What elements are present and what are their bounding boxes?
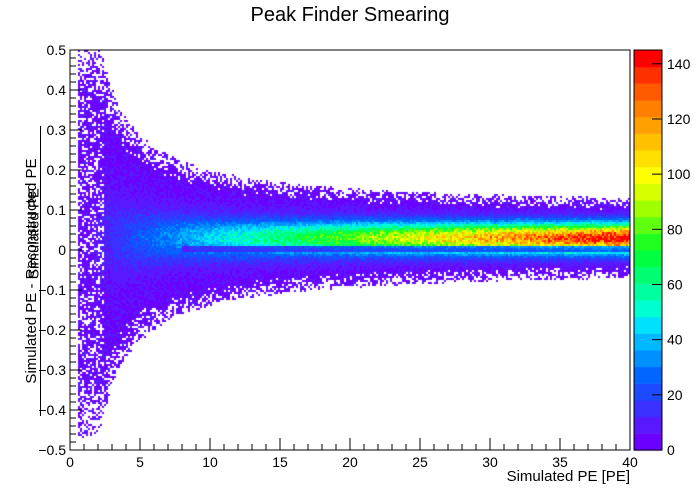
x-tick-label: 5 bbox=[136, 454, 144, 470]
color-bar-frame bbox=[633, 49, 663, 451]
y-tick-label: 0.5 bbox=[47, 42, 67, 58]
y-tick-label: −0.1 bbox=[38, 282, 66, 298]
colorbar-tick-label: 0 bbox=[667, 442, 675, 458]
y-tick-label: 0.1 bbox=[47, 202, 67, 218]
colorbar-tick-label: 60 bbox=[667, 276, 683, 292]
x-tick-label: 30 bbox=[482, 454, 498, 470]
y-tick-label: 0.2 bbox=[47, 162, 67, 178]
y-tick-label: −0.4 bbox=[38, 402, 66, 418]
plot-frame bbox=[69, 49, 631, 451]
y-tick-label: −0.3 bbox=[38, 362, 66, 378]
x-tick-label: 25 bbox=[412, 454, 428, 470]
x-tick-label: 10 bbox=[202, 454, 218, 470]
y-tick-label: 0 bbox=[58, 242, 66, 258]
x-tick-label: 0 bbox=[66, 454, 74, 470]
y-tick-label: −0.2 bbox=[38, 322, 66, 338]
x-tick-label: 35 bbox=[552, 454, 568, 470]
colorbar-tick-label: 20 bbox=[667, 387, 683, 403]
chart-title: Peak Finder Smearing bbox=[250, 4, 450, 26]
colorbar-tick-label: 100 bbox=[667, 166, 691, 182]
x-axis-label: Simulated PE [PE] bbox=[506, 468, 630, 485]
x-tick-label: 40 bbox=[622, 454, 638, 470]
y-tick-label: 0.4 bbox=[47, 82, 67, 98]
colorbar-tick-label: 140 bbox=[667, 56, 691, 72]
y-tick-label: −0.5 bbox=[38, 442, 66, 458]
colorbar-tick-label: 120 bbox=[667, 111, 691, 127]
x-tick-label: 20 bbox=[342, 454, 358, 470]
x-tick-label: 15 bbox=[272, 454, 288, 470]
y-tick-label: 0.3 bbox=[47, 122, 67, 138]
colorbar-tick-label: 80 bbox=[667, 221, 683, 237]
colorbar-tick-label: 40 bbox=[667, 332, 683, 348]
